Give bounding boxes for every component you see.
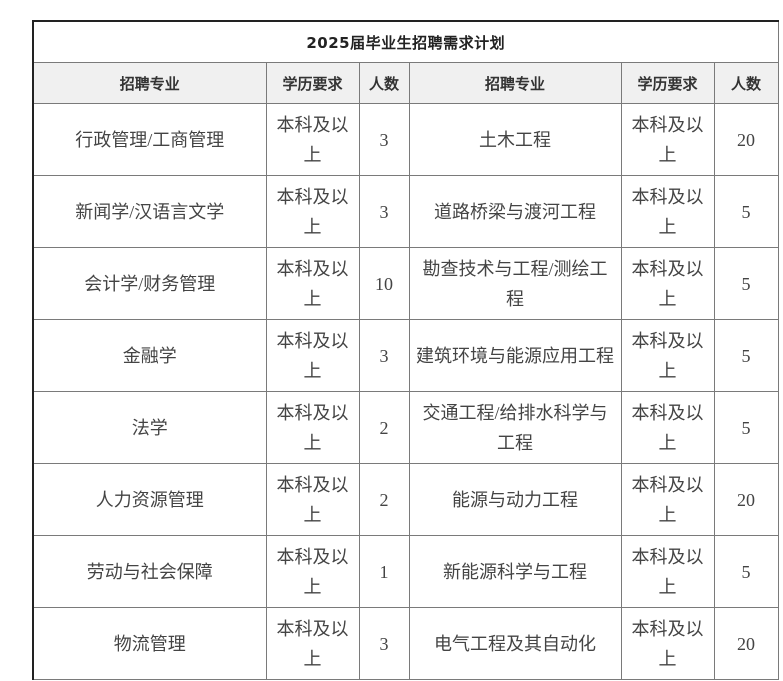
cell-major: 会计学/财务管理	[32, 247, 267, 320]
cell-major: 建筑环境与能源应用工程	[408, 319, 622, 392]
cell-education: 本科及以上	[620, 319, 715, 392]
table-row: 新闻学/汉语言文学 本科及以上 3 道路桥梁与渡河工程 本科及以上 5	[32, 175, 779, 248]
cell-count: 1	[358, 535, 410, 608]
table-row: 劳动与社会保障 本科及以上 1 新能源科学与工程 本科及以上 5	[32, 535, 779, 608]
cell-major: 土木工程	[408, 103, 622, 176]
header-row: 招聘专业 学历要求 人数 招聘专业 学历要求 人数	[32, 62, 779, 104]
cell-major: 行政管理/工商管理	[32, 103, 267, 176]
header-education: 学历要求	[265, 62, 360, 104]
cell-count: 3	[358, 103, 410, 176]
cell-count: 20	[713, 607, 779, 680]
cell-education: 本科及以上	[265, 463, 360, 536]
cell-count: 10	[358, 247, 410, 320]
cell-education: 本科及以上	[620, 607, 715, 680]
cell-education: 本科及以上	[265, 103, 360, 176]
table-row: 行政管理/工商管理 本科及以上 3 土木工程 本科及以上 20	[32, 103, 779, 176]
cell-count: 5	[713, 319, 779, 392]
cell-major: 能源与动力工程	[408, 463, 622, 536]
header-count: 人数	[713, 62, 779, 104]
table-title: 2025届毕业生招聘需求计划	[32, 20, 779, 63]
cell-count: 3	[358, 607, 410, 680]
cell-count: 5	[713, 247, 779, 320]
table-row: 会计学/财务管理 本科及以上 10 勘查技术与工程/测绘工程 本科及以上 5	[32, 247, 779, 320]
cell-major: 勘查技术与工程/测绘工程	[408, 247, 622, 320]
cell-education: 本科及以上	[265, 319, 360, 392]
cell-education: 本科及以上	[265, 607, 360, 680]
cell-major: 物流管理	[32, 607, 267, 680]
cell-education: 本科及以上	[620, 175, 715, 248]
cell-education: 本科及以上	[265, 391, 360, 464]
cell-count: 5	[713, 535, 779, 608]
table-row: 法学 本科及以上 2 交通工程/给排水科学与工程 本科及以上 5	[32, 391, 779, 464]
recruitment-table: 2025届毕业生招聘需求计划 招聘专业 学历要求 人数 招聘专业 学历要求 人数…	[32, 20, 779, 680]
cell-count: 3	[358, 319, 410, 392]
cell-major: 人力资源管理	[32, 463, 267, 536]
cell-major: 电气工程及其自动化	[408, 607, 622, 680]
cell-count: 20	[713, 103, 779, 176]
cell-count: 2	[358, 463, 410, 536]
cell-education: 本科及以上	[620, 535, 715, 608]
table-row: 金融学 本科及以上 3 建筑环境与能源应用工程 本科及以上 5	[32, 319, 779, 392]
cell-education: 本科及以上	[620, 391, 715, 464]
cell-count: 2	[358, 391, 410, 464]
table-row: 物流管理 本科及以上 3 电气工程及其自动化 本科及以上 20	[32, 607, 779, 680]
cell-education: 本科及以上	[265, 175, 360, 248]
cell-count: 20	[713, 463, 779, 536]
cell-major: 道路桥梁与渡河工程	[408, 175, 622, 248]
cell-major: 新能源科学与工程	[408, 535, 622, 608]
cell-education: 本科及以上	[620, 463, 715, 536]
cell-count: 5	[713, 391, 779, 464]
cell-major: 法学	[32, 391, 267, 464]
cell-major: 劳动与社会保障	[32, 535, 267, 608]
header-count: 人数	[358, 62, 410, 104]
header-education: 学历要求	[620, 62, 715, 104]
cell-education: 本科及以上	[620, 103, 715, 176]
table-row: 人力资源管理 本科及以上 2 能源与动力工程 本科及以上 20	[32, 463, 779, 536]
header-major: 招聘专业	[32, 62, 267, 104]
header-major: 招聘专业	[408, 62, 622, 104]
cell-major: 交通工程/给排水科学与工程	[408, 391, 622, 464]
cell-education: 本科及以上	[620, 247, 715, 320]
cell-education: 本科及以上	[265, 247, 360, 320]
cell-major: 新闻学/汉语言文学	[32, 175, 267, 248]
cell-count: 5	[713, 175, 779, 248]
cell-count: 3	[358, 175, 410, 248]
cell-education: 本科及以上	[265, 535, 360, 608]
cell-major: 金融学	[32, 319, 267, 392]
